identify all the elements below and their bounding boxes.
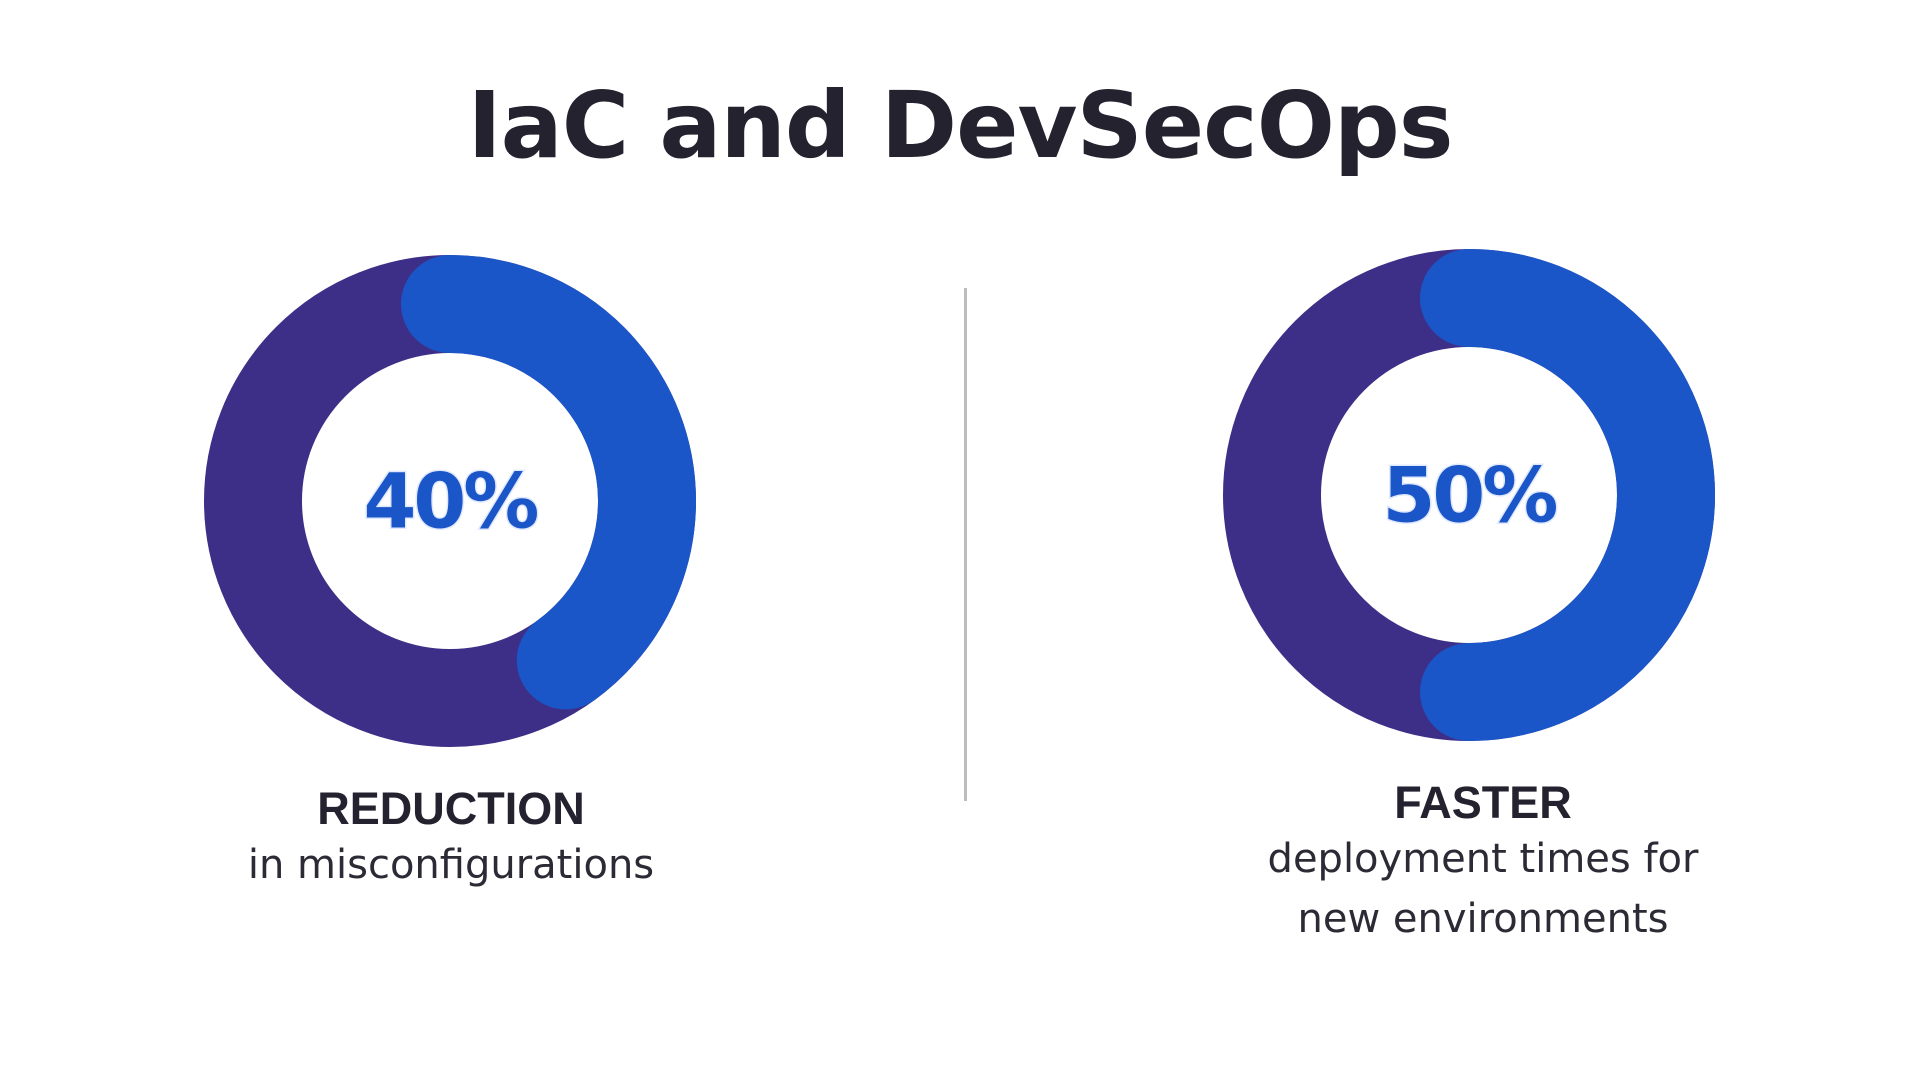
caption-reduction: REDUCTION in misconfigurations xyxy=(171,783,731,895)
donut-percent-label: 50% xyxy=(1383,451,1557,540)
caption-title: FASTER xyxy=(1394,777,1572,828)
caption-title: REDUCTION xyxy=(317,783,585,834)
caption-faster: FASTER deployment times for new environm… xyxy=(1203,777,1763,949)
donut-chart-faster: 50% xyxy=(1223,249,1715,741)
caption-text: in misconfigurations xyxy=(247,842,655,888)
divider xyxy=(964,288,967,801)
caption-text: deployment times for new environments xyxy=(1267,836,1699,942)
donut-ring-value xyxy=(401,255,696,710)
donut-ring-value xyxy=(1420,249,1715,741)
page-title: IaC and DevSecOps xyxy=(467,72,1453,179)
donut-chart-reduction: 40% xyxy=(204,255,696,747)
donut-percent-label: 40% xyxy=(364,457,538,546)
